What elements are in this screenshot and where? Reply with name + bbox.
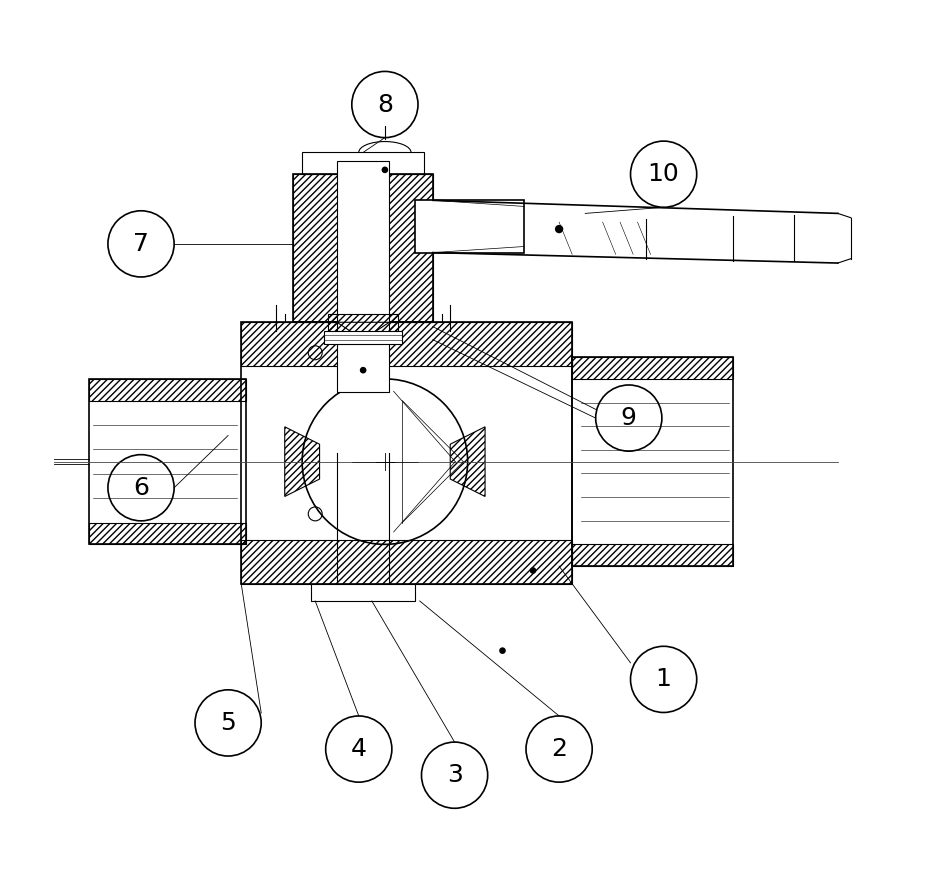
Circle shape: [526, 716, 592, 782]
Circle shape: [326, 716, 392, 782]
Circle shape: [382, 167, 388, 172]
Circle shape: [500, 648, 505, 653]
Bar: [572, 357, 733, 379]
Text: 7: 7: [133, 232, 149, 256]
Bar: [294, 174, 432, 322]
Bar: [415, 200, 524, 253]
Circle shape: [596, 385, 662, 451]
Circle shape: [531, 568, 535, 573]
Bar: [241, 322, 572, 366]
Bar: [311, 584, 415, 601]
Circle shape: [421, 742, 488, 808]
Bar: [294, 174, 432, 322]
Bar: [241, 322, 572, 584]
Circle shape: [108, 211, 174, 277]
Bar: [572, 357, 733, 566]
Bar: [302, 152, 424, 174]
Circle shape: [195, 690, 261, 756]
Circle shape: [631, 141, 697, 207]
Bar: [337, 161, 389, 392]
Text: 10: 10: [648, 162, 680, 186]
Bar: [89, 379, 245, 401]
Circle shape: [631, 646, 697, 712]
Text: 9: 9: [621, 406, 636, 430]
Text: 2: 2: [551, 737, 567, 761]
Text: 4: 4: [351, 737, 367, 761]
Bar: [324, 331, 402, 344]
Text: 3: 3: [447, 763, 463, 787]
Circle shape: [556, 226, 563, 233]
Bar: [89, 379, 245, 544]
Bar: [241, 540, 572, 584]
Bar: [89, 523, 245, 544]
Text: 6: 6: [133, 476, 149, 500]
Circle shape: [108, 455, 174, 521]
Text: 8: 8: [377, 92, 393, 117]
Circle shape: [361, 368, 365, 373]
Text: 1: 1: [656, 667, 671, 692]
Circle shape: [352, 71, 418, 138]
Bar: [572, 544, 733, 566]
Text: 5: 5: [220, 711, 236, 735]
Bar: [329, 314, 398, 335]
